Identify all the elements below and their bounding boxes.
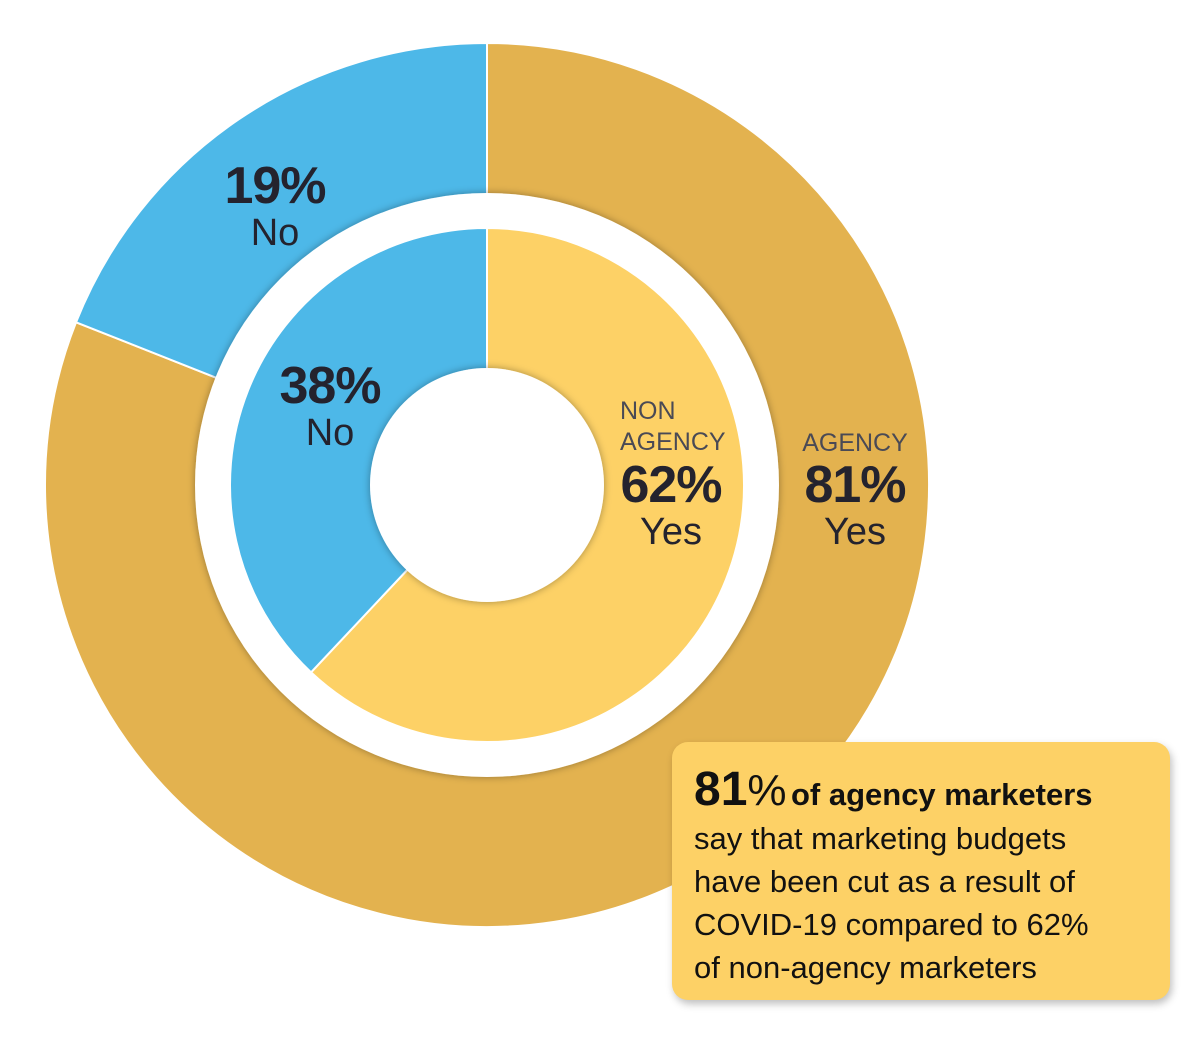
label-agency-yes: AGENCY 81% Yes — [785, 428, 925, 551]
label-nonagency-no: 38% No — [260, 360, 400, 452]
agency-group: AGENCY — [802, 429, 908, 457]
agency-no-pct: 19% — [224, 157, 326, 215]
callout-box: 81% of agency marketers say that marketi… — [672, 742, 1170, 1000]
label-nonagency-yes: NON AGENCY 62% Yes — [606, 396, 736, 551]
callout-line: have been cut as a result of — [694, 864, 1075, 899]
callout-line: say that marketing budgets — [694, 821, 1067, 856]
nonagency-yes-pct: 62% — [620, 455, 722, 514]
agency-yes-pct: 81% — [804, 456, 906, 515]
agency-yes-answer: Yes — [824, 511, 886, 554]
donut-hole — [370, 368, 604, 602]
callout-percent: % — [747, 766, 787, 815]
callout-line: of non-agency marketers — [694, 950, 1037, 985]
slice-inner-no — [229, 226, 488, 674]
callout-line: COVID-19 compared to 62% — [694, 907, 1089, 942]
callout-number: 81 — [694, 763, 748, 816]
agency-no-answer: No — [250, 212, 300, 254]
nonagency-group-2: AGENCY — [620, 428, 726, 457]
callout-highlight: of agency marketers — [790, 777, 1093, 812]
nonagency-yes-answer: Yes — [640, 510, 702, 553]
nonagency-group-1: NON — [620, 397, 676, 425]
nonagency-no-pct: 38% — [279, 357, 381, 415]
label-agency-no: 19% No — [205, 160, 345, 252]
nonagency-no-answer: No — [305, 412, 355, 454]
